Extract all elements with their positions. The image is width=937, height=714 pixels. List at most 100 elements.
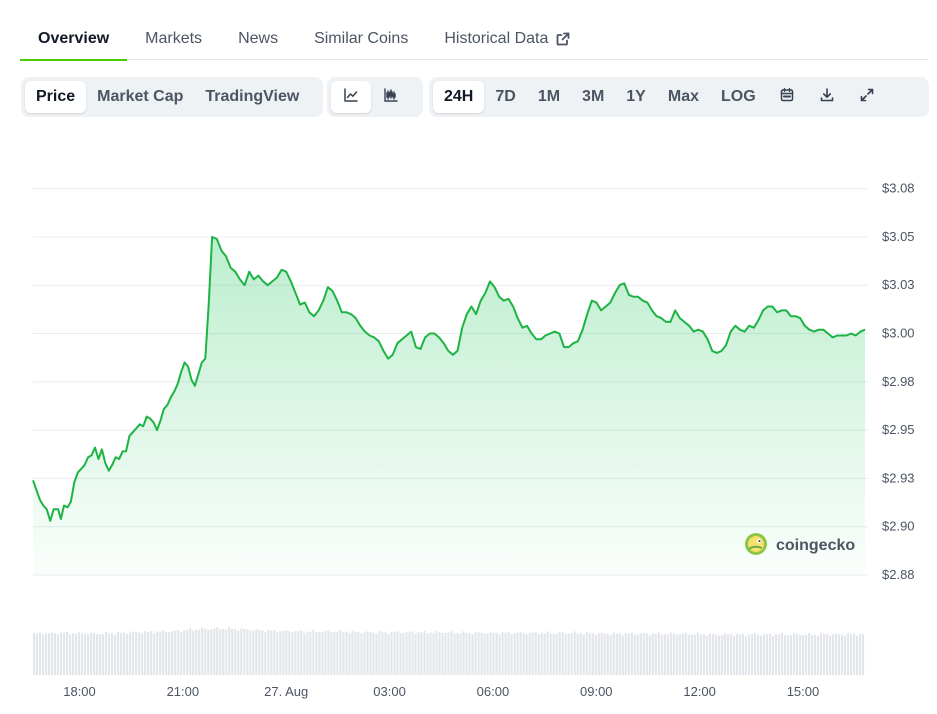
volume-bar bbox=[480, 632, 483, 675]
volume-bar bbox=[549, 633, 552, 675]
volume-bar bbox=[234, 628, 237, 675]
volume-bar bbox=[336, 631, 339, 675]
volume-bar bbox=[174, 630, 177, 675]
volume-bar bbox=[156, 631, 159, 675]
range-max-button[interactable]: Max bbox=[667, 88, 699, 105]
range-7d-button[interactable]: 7D bbox=[495, 88, 516, 105]
line-chart-button[interactable] bbox=[331, 81, 371, 113]
fullscreen-button[interactable] bbox=[847, 81, 887, 113]
volume-bars bbox=[33, 627, 865, 675]
range-3m-button[interactable]: 3M bbox=[582, 88, 605, 105]
volume-bar bbox=[261, 630, 264, 675]
volume-bar bbox=[567, 633, 570, 675]
volume-bar bbox=[858, 634, 862, 675]
volume-bar bbox=[606, 633, 609, 675]
volume-bar bbox=[507, 632, 510, 675]
volume-bar bbox=[684, 632, 687, 675]
volume-bar bbox=[708, 633, 711, 675]
market-cap-button[interactable]: Market Cap bbox=[97, 88, 184, 105]
volume-bar bbox=[345, 631, 348, 675]
volume-bar bbox=[453, 633, 456, 675]
volume-bar bbox=[90, 632, 93, 675]
volume-bar bbox=[522, 633, 525, 675]
download-button[interactable] bbox=[807, 81, 847, 113]
log-scale-button[interactable]: LOG bbox=[720, 88, 756, 105]
volume-bar bbox=[474, 632, 477, 675]
price-chart[interactable]: $3.08 $3.05 $3.03 $3.00 $2.98 $2.95 $2.93 $2.90… bbox=[0, 130, 937, 714]
range-1y-button[interactable]: 1Y bbox=[626, 88, 646, 105]
price-area bbox=[33, 237, 865, 575]
volume-bar bbox=[72, 633, 75, 675]
volume-bar bbox=[729, 634, 732, 675]
volume-bar bbox=[231, 629, 234, 675]
volume-bar bbox=[852, 633, 856, 675]
range-24h-button[interactable]: 24H bbox=[433, 81, 485, 113]
volume-bar bbox=[366, 631, 369, 675]
volume-bar bbox=[534, 631, 537, 675]
volume-bar bbox=[681, 633, 684, 675]
volume-bar bbox=[723, 633, 726, 675]
volume-bar bbox=[378, 631, 381, 675]
volume-bar bbox=[495, 632, 498, 675]
volume-bar bbox=[597, 633, 600, 675]
volume-bar bbox=[654, 633, 657, 675]
range-group: 24H 7D 1M 3M 1Y Max LOG bbox=[429, 77, 929, 117]
volume-bar bbox=[714, 634, 717, 675]
volume-bar bbox=[48, 633, 51, 675]
volume-bar bbox=[216, 627, 219, 675]
price-button[interactable]: Price bbox=[25, 81, 87, 113]
volume-bar bbox=[270, 630, 273, 675]
volume-bar bbox=[588, 633, 591, 675]
volume-bar bbox=[501, 632, 504, 675]
tab-historical-data-label: Historical Data bbox=[444, 30, 549, 47]
volume-bar bbox=[312, 629, 315, 675]
volume-bar bbox=[600, 632, 603, 675]
volume-bar bbox=[351, 630, 354, 675]
tab-overview[interactable]: Overview bbox=[20, 18, 128, 61]
volume-bar bbox=[42, 634, 45, 675]
volume-bar bbox=[744, 635, 747, 675]
tradingview-button[interactable]: TradingView bbox=[205, 88, 300, 105]
volume-bar bbox=[162, 630, 165, 675]
volume-bar bbox=[462, 631, 465, 675]
volume-bar bbox=[792, 633, 796, 675]
volume-bar bbox=[369, 632, 372, 675]
volume-bar bbox=[354, 631, 357, 675]
volume-bar bbox=[144, 631, 147, 675]
tab-markets[interactable]: Markets bbox=[127, 18, 220, 60]
volume-bar bbox=[609, 634, 612, 675]
volume-bar bbox=[405, 631, 408, 675]
volume-bar bbox=[828, 635, 832, 675]
volume-bar bbox=[306, 631, 309, 675]
tab-markets-label: Markets bbox=[145, 30, 203, 47]
tab-historical-data[interactable]: Historical Data bbox=[426, 18, 588, 60]
volume-bar bbox=[384, 631, 387, 675]
volume-bar bbox=[618, 633, 621, 675]
volume-bar bbox=[255, 628, 258, 675]
y-tick-label: $2.88 bbox=[882, 567, 915, 582]
volume-bar bbox=[726, 634, 729, 675]
volume-bar bbox=[273, 629, 276, 675]
volume-bar bbox=[699, 634, 702, 675]
volume-bar bbox=[153, 633, 156, 675]
volume-bar bbox=[141, 633, 144, 675]
volume-bar bbox=[747, 634, 750, 675]
volume-bar bbox=[198, 629, 201, 675]
tab-news[interactable]: News bbox=[220, 18, 296, 60]
volume-bar bbox=[789, 635, 793, 675]
volume-bar bbox=[267, 629, 270, 675]
volume-bar bbox=[171, 631, 174, 675]
tab-similar-coins[interactable]: Similar Coins bbox=[296, 18, 426, 60]
volume-bar bbox=[132, 631, 135, 675]
volume-bar bbox=[564, 633, 567, 675]
volume-bar bbox=[294, 631, 297, 675]
volume-bar bbox=[762, 634, 765, 675]
calendar-button[interactable] bbox=[767, 81, 807, 113]
volume-bar bbox=[87, 634, 90, 675]
x-tick-label: 06:00 bbox=[477, 684, 510, 699]
volume-bar bbox=[357, 631, 360, 675]
range-1m-button[interactable]: 1M bbox=[537, 88, 561, 105]
candlestick-chart-button[interactable] bbox=[371, 81, 411, 113]
volume-bar bbox=[765, 634, 768, 675]
volume-bar bbox=[219, 629, 222, 675]
